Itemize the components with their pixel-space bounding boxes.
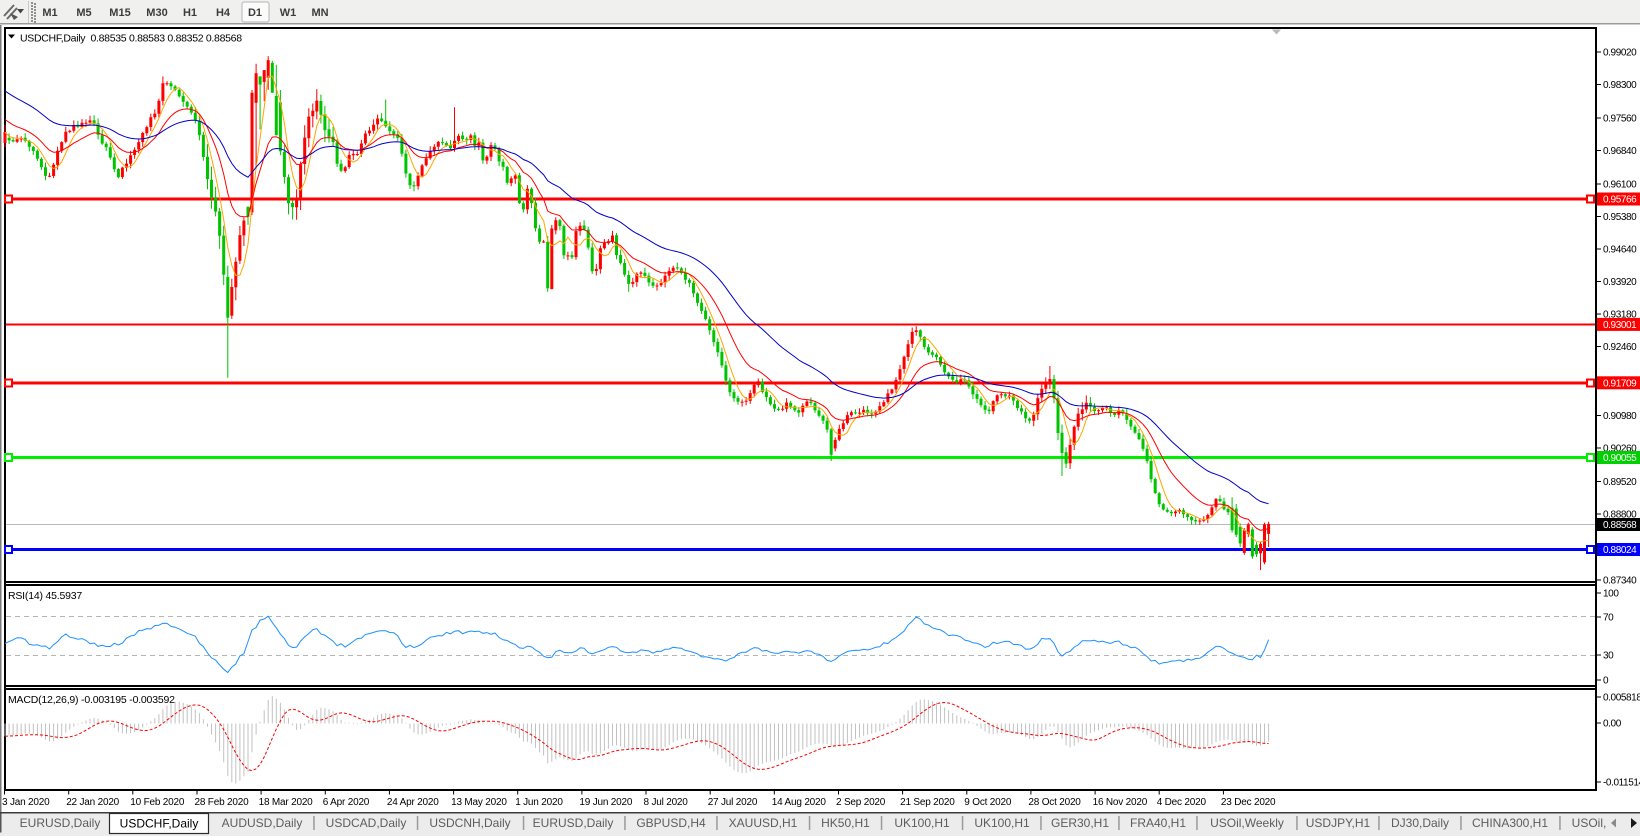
svg-text:28 Oct 2020: 28 Oct 2020 [1028,797,1081,808]
svg-text:H1: H1 [183,7,197,19]
svg-text:8 Jul 2020: 8 Jul 2020 [644,797,689,808]
svg-text:0.93920: 0.93920 [1603,277,1637,288]
svg-text:RSI(14) 45.5937: RSI(14) 45.5937 [8,590,82,602]
svg-text:4 Dec 2020: 4 Dec 2020 [1157,797,1207,808]
svg-text:0.00: 0.00 [1603,719,1622,730]
svg-text:H4: H4 [216,7,231,19]
svg-text:0.91709: 0.91709 [1603,378,1637,389]
svg-text:M5: M5 [76,7,91,19]
svg-text:GBPUSD,H4: GBPUSD,H4 [636,816,706,830]
svg-text:USDJPY,H1: USDJPY,H1 [1306,816,1371,830]
svg-text:0.93180: 0.93180 [1603,310,1637,321]
svg-text:18 Mar 2020: 18 Mar 2020 [259,797,314,808]
svg-text:13 May 2020: 13 May 2020 [451,797,507,808]
svg-text:0.87340: 0.87340 [1603,576,1637,587]
svg-text:EURUSD,Daily: EURUSD,Daily [533,816,614,830]
svg-text:0.88568: 0.88568 [1603,520,1637,531]
svg-text:UK100,H1: UK100,H1 [894,816,950,830]
svg-text:M30: M30 [146,7,167,19]
svg-text:6 Apr 2020: 6 Apr 2020 [323,797,370,808]
svg-text:24 Apr 2020: 24 Apr 2020 [387,797,439,808]
svg-text:MACD(12,26,9) -0.003195 -0.003: MACD(12,26,9) -0.003195 -0.003592 [8,694,175,706]
svg-text:28 Feb 2020: 28 Feb 2020 [195,797,250,808]
svg-text:70: 70 [1603,613,1614,624]
svg-text:27 Jul 2020: 27 Jul 2020 [708,797,758,808]
svg-text:MN: MN [311,7,328,19]
svg-text:UK100,H1: UK100,H1 [974,816,1030,830]
svg-text:10 Feb 2020: 10 Feb 2020 [130,797,185,808]
svg-text:0.95380: 0.95380 [1603,212,1637,223]
svg-text:0.88024: 0.88024 [1603,545,1637,556]
svg-text:19 Jun 2020: 19 Jun 2020 [579,797,632,808]
svg-text:XAUUSD,H1: XAUUSD,H1 [729,816,798,830]
svg-text:D1: D1 [248,7,262,19]
svg-text:0.99020: 0.99020 [1603,48,1637,59]
svg-text:W1: W1 [280,7,297,19]
svg-text:0.89520: 0.89520 [1603,477,1637,488]
svg-text:30: 30 [1603,651,1614,662]
svg-text:GER30,H1: GER30,H1 [1051,816,1109,830]
svg-text:3 Jan 2020: 3 Jan 2020 [2,797,50,808]
svg-text:0.96840: 0.96840 [1603,146,1637,157]
svg-text:0.97560: 0.97560 [1603,114,1637,125]
svg-text:AUDUSD,Daily: AUDUSD,Daily [222,816,303,830]
svg-text:0.90260: 0.90260 [1603,444,1637,455]
svg-text:USOil,Weekly: USOil,Weekly [1210,816,1284,830]
svg-text:0.95766: 0.95766 [1603,195,1637,206]
svg-text:EURUSD,Daily: EURUSD,Daily [20,816,101,830]
svg-text:USDCHF,Daily 0.88535 0.88583: USDCHF,Daily 0.88535 0.88583 0.88352 0.8… [20,33,242,45]
svg-text:DJ30,Daily: DJ30,Daily [1391,816,1449,830]
svg-text:FRA40,H1: FRA40,H1 [1130,816,1186,830]
svg-text:M15: M15 [109,7,130,19]
svg-text:0.90980: 0.90980 [1603,411,1637,422]
svg-text:9 Oct 2020: 9 Oct 2020 [964,797,1012,808]
svg-text:M1: M1 [42,7,57,19]
svg-text:0.92460: 0.92460 [1603,342,1637,353]
svg-text:USDCHF,Daily: USDCHF,Daily [120,817,199,831]
svg-text:23 Dec 2020: 23 Dec 2020 [1221,797,1276,808]
svg-text:0.88800: 0.88800 [1603,510,1637,521]
svg-text:0: 0 [1603,676,1609,687]
svg-text:16 Nov 2020: 16 Nov 2020 [1093,797,1148,808]
svg-text:-0.011514: -0.011514 [1603,778,1640,789]
svg-text:14 Aug 2020: 14 Aug 2020 [772,797,827,808]
svg-text:2 Sep 2020: 2 Sep 2020 [836,797,886,808]
svg-text:HK50,H1: HK50,H1 [821,816,870,830]
svg-text:21 Sep 2020: 21 Sep 2020 [900,797,955,808]
svg-text:0.98300: 0.98300 [1603,80,1637,91]
svg-text:0.005818: 0.005818 [1603,693,1640,704]
svg-text:USDCNH,Daily: USDCNH,Daily [429,816,510,830]
svg-text:0.96100: 0.96100 [1603,180,1637,191]
svg-text:USOil,: USOil, [1572,816,1607,830]
svg-text:0.94640: 0.94640 [1603,245,1637,256]
svg-text:1 Jun 2020: 1 Jun 2020 [515,797,563,808]
svg-text:100: 100 [1603,589,1619,600]
svg-text:CHINA300,H1: CHINA300,H1 [1472,816,1548,830]
svg-text:0.90055: 0.90055 [1603,453,1637,464]
svg-text:USDCAD,Daily: USDCAD,Daily [326,816,407,830]
svg-text:22 Jan 2020: 22 Jan 2020 [66,797,119,808]
svg-text:0.93001: 0.93001 [1603,320,1637,331]
